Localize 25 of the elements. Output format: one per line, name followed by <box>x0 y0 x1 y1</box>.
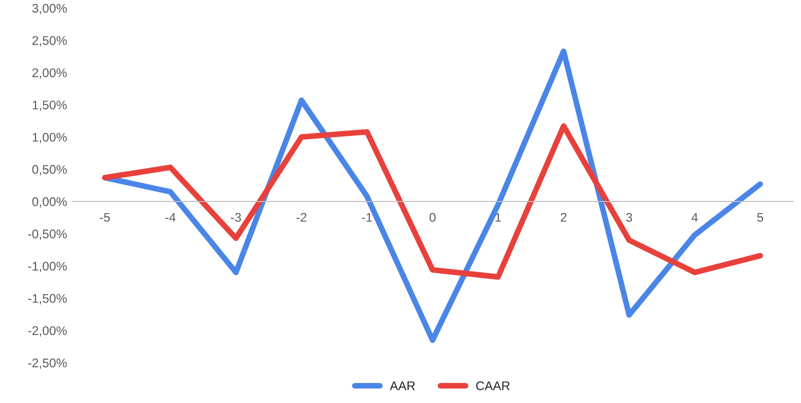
y-tick-label: -0,50% <box>28 230 67 240</box>
y-tick-label: -1,00% <box>28 262 67 272</box>
y-tick-label: 3,00% <box>32 4 67 14</box>
y-tick-label: 1,00% <box>32 132 67 144</box>
y-tick-label: 1,50% <box>32 100 67 111</box>
y-tick-label: 2,00% <box>32 68 67 79</box>
y-tick-label: 2,50% <box>32 36 67 46</box>
x-tick-label: 4 <box>691 213 698 222</box>
x-tick-label: -3 <box>230 212 241 222</box>
x-tick-label: 1 <box>496 213 501 222</box>
x-tick-label: 2 <box>560 212 566 222</box>
y-tick-label: -2,00% <box>28 326 67 337</box>
legend-label: AAR <box>390 382 415 390</box>
x-tick-label: -1 <box>362 213 372 222</box>
x-tick-label: 5 <box>757 213 764 222</box>
y-tick-label: 0,00% <box>32 197 67 208</box>
y-tick-label: -1,50% <box>28 294 67 304</box>
legend-label: CAAR <box>476 381 510 390</box>
x-tick-label: 3 <box>626 212 632 222</box>
y-tick-label: -2,50% <box>28 358 67 369</box>
x-tick-label: 0 <box>430 212 436 222</box>
x-tick-label: -5 <box>100 213 110 222</box>
x-tick-label: -4 <box>165 213 176 222</box>
y-tick-label: 0,50% <box>32 165 67 176</box>
x-tick-label: -2 <box>296 212 306 222</box>
